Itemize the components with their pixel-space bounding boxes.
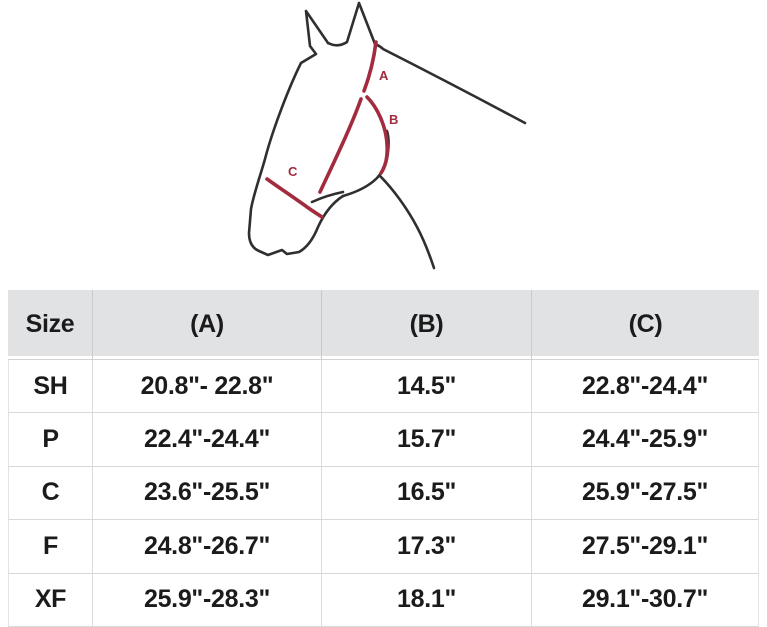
row-sh-measure-c: 22.8"-24.4" [532, 360, 759, 414]
measurement-label-c: C [288, 164, 298, 179]
row-p-size-label: P [8, 413, 93, 467]
row-sh-size-label: SH [8, 360, 93, 414]
row-xf-size-label: XF [8, 573, 93, 627]
row-c-measure-c: 25.9"-27.5" [532, 466, 759, 521]
halter-crown-strap-a [362, 40, 378, 93]
horse-cheek-path [341, 129, 390, 198]
row-c-measure-a: 23.6"-25.5" [93, 466, 322, 521]
row-c-size-label: C [8, 466, 93, 521]
row-sh-measure-a: 20.8"- 22.8" [93, 360, 322, 414]
measurement-label-a: A [379, 68, 389, 83]
horse-head-illustration: A B C [247, 1, 527, 270]
measurement-label-b: B [389, 112, 398, 127]
row-c-measure-b: 16.5" [322, 466, 532, 521]
row-p-measure-a: 22.4"-24.4" [93, 413, 322, 467]
column-header-c: (C) [532, 290, 759, 360]
halter-throatlatch-strap-b [365, 95, 389, 175]
horse-throat-chest-path [378, 174, 436, 270]
row-f-measure-a: 24.8"-26.7" [93, 520, 322, 574]
row-p-measure-c: 24.4"-25.9" [532, 413, 759, 467]
row-xf-measure-c: 29.1"-30.7" [532, 573, 759, 627]
row-f-measure-b: 17.3" [322, 520, 532, 574]
row-sh-measure-b: 14.5" [322, 360, 532, 414]
column-header-b: (B) [322, 290, 532, 360]
row-f-size-label: F [8, 520, 93, 574]
halter-cheek-strap [318, 97, 363, 194]
horse-mouth-fold-path [310, 190, 345, 204]
row-xf-measure-b: 18.1" [322, 573, 532, 627]
horse-halter-diagram: A B C [0, 0, 767, 290]
row-xf-measure-a: 25.9"-28.3" [93, 573, 322, 627]
row-f-measure-c: 27.5"-29.1" [532, 520, 759, 574]
horse-ears-neck-path [326, 1, 527, 125]
size-table: Size (A) (B) (C) SH 20.8"- 22.8" 14.5" 2… [8, 290, 759, 627]
column-header-a: (A) [93, 290, 322, 360]
column-header-size: Size [8, 290, 93, 360]
horse-face-outline-path [247, 9, 345, 257]
row-p-measure-b: 15.7" [322, 413, 532, 467]
halter-noseband-strap-c [265, 177, 324, 219]
